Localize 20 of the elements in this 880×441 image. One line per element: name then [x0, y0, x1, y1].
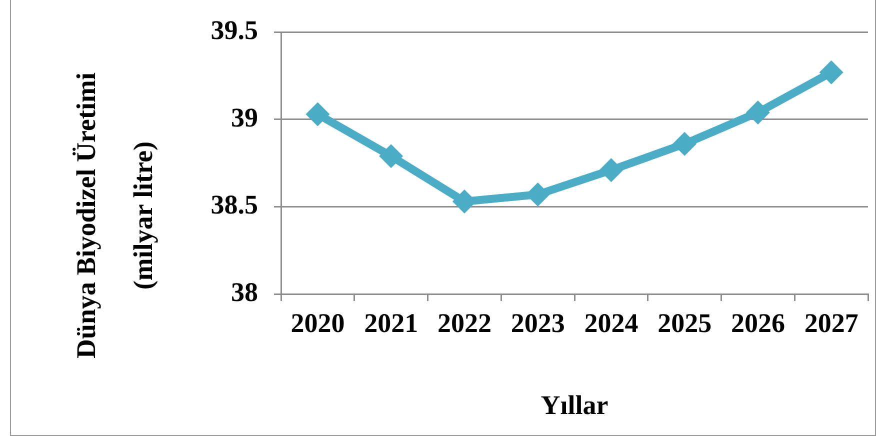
point — [672, 132, 697, 156]
point — [819, 60, 844, 84]
x-tick-label: 2021 — [364, 308, 418, 338]
y-tick-label: 38 — [231, 276, 258, 307]
y-tick-label: 38.5 — [210, 190, 258, 220]
x-tick-label: 2027 — [804, 308, 858, 338]
point — [599, 158, 624, 182]
point — [306, 102, 330, 126]
x-tick-label: 2020 — [290, 308, 345, 338]
point — [746, 100, 770, 124]
x-tick-label: 2022 — [437, 308, 492, 338]
x-axis-title: Yıllar — [540, 390, 608, 420]
x-tick-label: 2024 — [584, 308, 638, 338]
x-tick-label: 2026 — [730, 308, 785, 338]
y-tick-label: 39 — [231, 102, 258, 132]
y-tick-label: 39.5 — [210, 15, 258, 46]
x-tick-label: 2025 — [658, 308, 712, 338]
point — [379, 144, 404, 168]
y-axis-title: Dünya Biyodizel Üretimi (milyar litre) — [70, 72, 158, 358]
x-tick-label: 2023 — [510, 308, 565, 338]
